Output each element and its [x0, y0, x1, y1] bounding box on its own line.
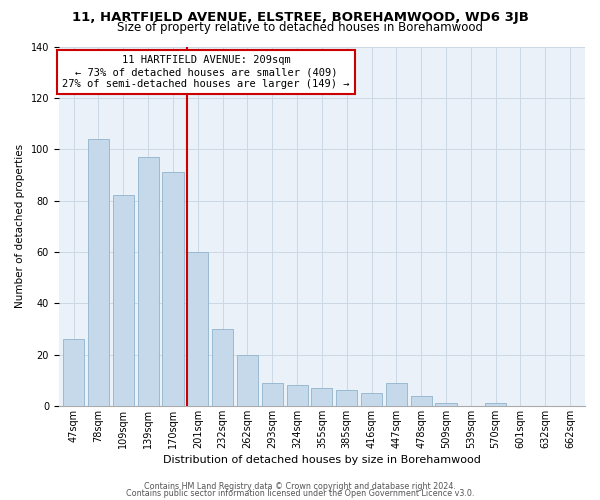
Bar — [361, 393, 382, 406]
Bar — [436, 404, 457, 406]
Text: 11 HARTFIELD AVENUE: 209sqm
← 73% of detached houses are smaller (409)
27% of se: 11 HARTFIELD AVENUE: 209sqm ← 73% of det… — [62, 56, 350, 88]
Y-axis label: Number of detached properties: Number of detached properties — [15, 144, 25, 308]
Bar — [163, 172, 184, 406]
Bar — [187, 252, 208, 406]
Bar — [212, 329, 233, 406]
Bar — [311, 388, 332, 406]
Text: Size of property relative to detached houses in Borehamwood: Size of property relative to detached ho… — [117, 22, 483, 35]
Bar — [88, 139, 109, 406]
Bar — [113, 196, 134, 406]
Bar — [63, 339, 84, 406]
X-axis label: Distribution of detached houses by size in Borehamwood: Distribution of detached houses by size … — [163, 455, 481, 465]
Text: Contains public sector information licensed under the Open Government Licence v3: Contains public sector information licen… — [126, 488, 474, 498]
Bar — [262, 383, 283, 406]
Bar — [336, 390, 357, 406]
Bar — [137, 157, 158, 406]
Bar — [485, 404, 506, 406]
Text: 11, HARTFIELD AVENUE, ELSTREE, BOREHAMWOOD, WD6 3JB: 11, HARTFIELD AVENUE, ELSTREE, BOREHAMWO… — [71, 11, 529, 24]
Text: Contains HM Land Registry data © Crown copyright and database right 2024.: Contains HM Land Registry data © Crown c… — [144, 482, 456, 491]
Bar — [287, 386, 308, 406]
Bar — [386, 383, 407, 406]
Bar — [237, 354, 258, 406]
Bar — [410, 396, 432, 406]
